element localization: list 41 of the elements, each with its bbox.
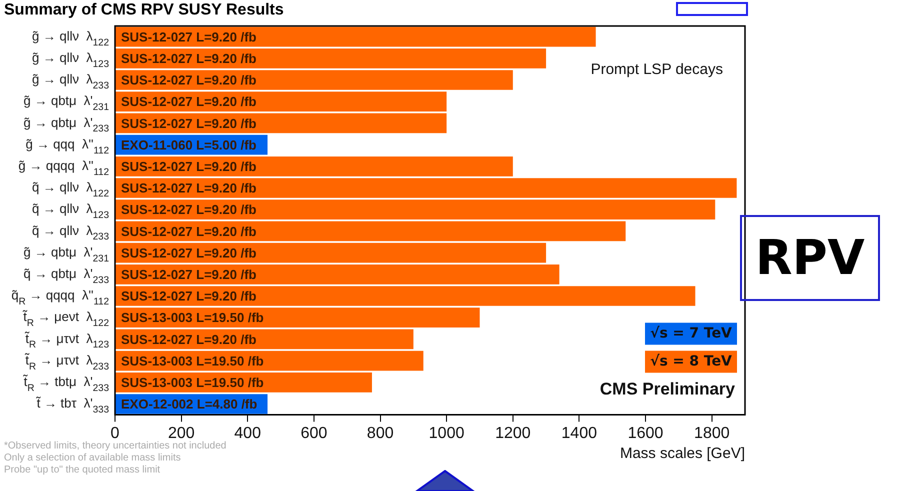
x-tick-label: 1600 [628, 424, 664, 442]
text: SUS-12-027 L=9.20 /fb [121, 50, 256, 66]
text: SUS-12-027 L=9.20 /fb [121, 29, 256, 44]
annotation: Prompt LSP decays [590, 61, 723, 78]
text: SUS-12-027 L=9.20 /fb [121, 266, 256, 282]
text: SUS-13-003 L=19.50 /fb [121, 310, 264, 326]
text: RPV [740, 215, 880, 301]
text: SUS-12-027 L=9.20 /fb [121, 72, 256, 88]
chart-title: Summary of CMS RPV SUSY Results [4, 1, 284, 18]
x-tick-label: 0 [110, 424, 120, 442]
text: SUS-12-027 L=9.20 /fb [121, 116, 256, 131]
text: Probe "up to" the quoted mass limit [4, 464, 160, 476]
text: EXO-11-060 L=5.00 /fb [121, 137, 256, 152]
x-tick-label: 200 [168, 424, 195, 442]
text: √s = 8 TeV [650, 353, 732, 370]
x-tick-label: 1200 [495, 424, 531, 442]
x-tick-label: 400 [234, 424, 262, 442]
x-axis-title: Mass scales [GeV] [620, 445, 745, 462]
x-tick-label: 800 [366, 424, 394, 442]
text: SUS-13-003 L=19.50 /fb [121, 353, 264, 368]
x-tick-label: 600 [300, 424, 328, 442]
x-tick-label: 1000 [428, 424, 464, 442]
x-tick-label: 1400 [561, 424, 598, 442]
text: SUS-12-027 L=9.20 /fb [121, 332, 256, 347]
x-tick-label: 1800 [694, 424, 730, 442]
bar [116, 242, 546, 263]
text: SUS-12-027 L=9.20 /fb [121, 288, 256, 304]
text: SUS-12-027 L=9.20 /fb [121, 180, 256, 196]
text: SUS-12-027 L=9.20 /fb [121, 94, 256, 110]
annotation: CMS Preliminary [600, 379, 736, 398]
text: *Observed limits, theory uncertainties not included [4, 440, 226, 452]
bar [116, 26, 596, 47]
bar [116, 221, 626, 242]
text: SUS-12-027 L=9.20 /fb [121, 158, 256, 174]
text: SUS-12-027 L=9.20 /fb [121, 245, 256, 260]
text: √s = 7 TeV [650, 325, 732, 342]
text: SUS-12-027 L=9.20 /fb [121, 202, 256, 218]
text: Only a selection of available mass limits [4, 452, 181, 464]
text: EXO-12-002 L=4.80 /fb [121, 396, 258, 412]
text: SUS-12-027 L=9.20 /fb [121, 224, 256, 239]
text: SUS-13-003 L=19.50 /fb [121, 374, 264, 390]
